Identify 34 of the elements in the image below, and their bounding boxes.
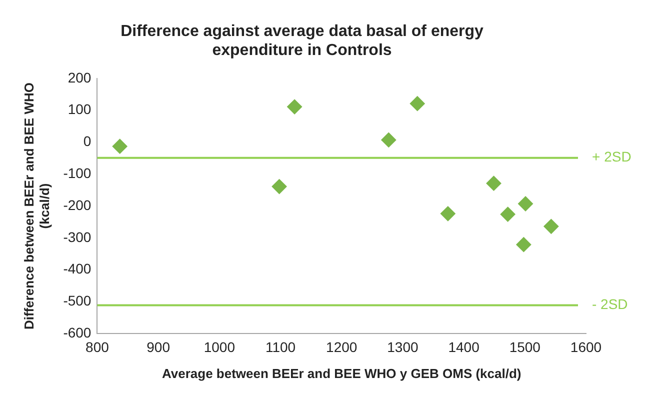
x-tick-label: 800	[86, 338, 110, 355]
y-tick-label: -200	[63, 196, 92, 213]
point	[272, 179, 287, 194]
point	[516, 237, 532, 252]
y-tick-label: 200	[68, 69, 92, 86]
y-tick-label: -300	[63, 228, 92, 245]
x-tick-label: 900	[146, 338, 170, 355]
point	[112, 138, 128, 154]
y-tick-label: 100	[68, 101, 92, 118]
y-tick-label: 0	[83, 133, 92, 150]
point	[440, 206, 456, 222]
y-tick-label: -400	[63, 260, 92, 277]
ref-line-label: + 2SD	[592, 148, 632, 165]
ref-line-label: - 2SD	[592, 296, 628, 312]
x-tick-label: 1500	[509, 338, 541, 355]
point	[500, 206, 516, 222]
y-tick-label: -600	[63, 324, 92, 340]
point	[518, 196, 534, 212]
chart-title: Difference against average data basal of energy expenditure in Controls	[120, 23, 484, 60]
point	[287, 99, 302, 114]
x-axis-title: Average between BEEr and BEE WHO y GEB OMS (kcal/d)	[162, 366, 522, 381]
x-tick-label: 1300	[387, 338, 418, 355]
point	[486, 176, 502, 191]
y-tick-label: -100	[63, 164, 92, 181]
x-tick-label: 1400	[448, 338, 480, 355]
point	[544, 218, 559, 234]
y-axis-title: Difference between BEEr and BEE WHO (kcal/d)	[21, 82, 52, 330]
x-tick-label: 1600	[570, 338, 602, 355]
point	[381, 132, 396, 148]
x-tick-label: 1100	[265, 338, 296, 355]
point	[410, 96, 425, 112]
y-tick-label: -500	[63, 292, 92, 309]
x-tick-label: 1200	[326, 338, 358, 355]
x-tick-label: 1000	[204, 338, 236, 355]
